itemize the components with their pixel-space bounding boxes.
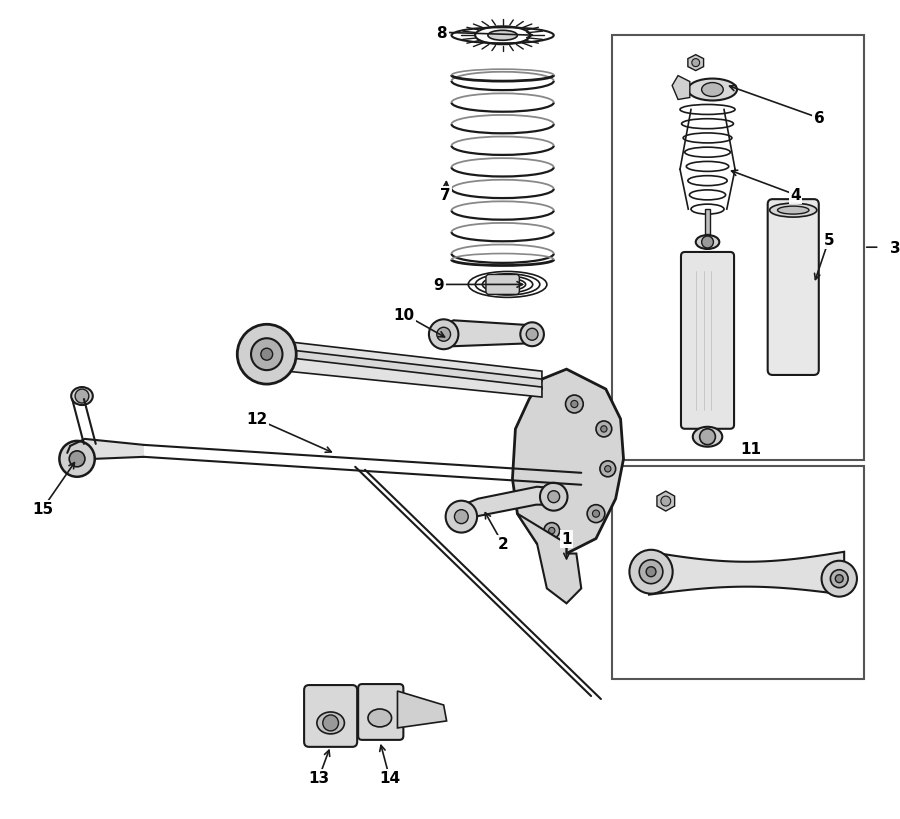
- Ellipse shape: [488, 31, 517, 41]
- FancyBboxPatch shape: [486, 275, 519, 295]
- Polygon shape: [266, 355, 542, 397]
- Polygon shape: [266, 340, 542, 382]
- Text: 13: 13: [309, 771, 329, 785]
- Text: 7: 7: [440, 188, 451, 203]
- Circle shape: [565, 396, 583, 414]
- Ellipse shape: [770, 204, 817, 218]
- Circle shape: [251, 339, 283, 371]
- Ellipse shape: [317, 712, 345, 734]
- Circle shape: [59, 441, 94, 477]
- Ellipse shape: [688, 79, 737, 102]
- Circle shape: [544, 523, 560, 539]
- Circle shape: [261, 349, 273, 360]
- Circle shape: [699, 429, 716, 446]
- Circle shape: [692, 60, 699, 67]
- Text: 9: 9: [434, 278, 444, 292]
- Text: 4: 4: [790, 188, 801, 203]
- Ellipse shape: [702, 84, 724, 97]
- Text: 1: 1: [562, 532, 572, 546]
- Circle shape: [540, 483, 568, 511]
- Circle shape: [831, 570, 848, 588]
- Polygon shape: [454, 487, 562, 525]
- Ellipse shape: [71, 387, 93, 405]
- Circle shape: [702, 237, 714, 249]
- Polygon shape: [398, 691, 446, 728]
- FancyBboxPatch shape: [681, 253, 734, 429]
- Ellipse shape: [693, 428, 723, 447]
- Circle shape: [661, 496, 670, 506]
- Circle shape: [75, 390, 89, 404]
- Circle shape: [454, 510, 468, 524]
- FancyBboxPatch shape: [768, 200, 819, 375]
- Circle shape: [436, 328, 451, 342]
- Text: 5: 5: [824, 233, 834, 248]
- Circle shape: [549, 527, 555, 534]
- Bar: [612, 467, 864, 679]
- Circle shape: [600, 426, 607, 432]
- Circle shape: [605, 466, 611, 473]
- Circle shape: [526, 329, 538, 341]
- Text: 15: 15: [32, 501, 53, 517]
- Polygon shape: [649, 552, 844, 595]
- FancyBboxPatch shape: [304, 686, 357, 747]
- Polygon shape: [512, 369, 624, 554]
- Text: 14: 14: [379, 771, 400, 785]
- Polygon shape: [657, 491, 675, 511]
- Text: 11: 11: [740, 441, 760, 456]
- Bar: [705, 210, 710, 235]
- Polygon shape: [85, 439, 144, 459]
- Bar: [612, 36, 864, 460]
- Circle shape: [600, 461, 616, 477]
- Circle shape: [429, 320, 458, 350]
- Text: 3: 3: [890, 241, 900, 256]
- Circle shape: [69, 451, 85, 467]
- Circle shape: [835, 575, 843, 583]
- Circle shape: [646, 567, 656, 577]
- Circle shape: [238, 325, 296, 385]
- Polygon shape: [688, 56, 704, 71]
- Circle shape: [822, 561, 857, 597]
- Circle shape: [596, 422, 612, 437]
- Polygon shape: [672, 76, 689, 101]
- Circle shape: [571, 401, 578, 408]
- Polygon shape: [444, 321, 532, 346]
- Circle shape: [446, 501, 477, 533]
- Text: 8: 8: [436, 25, 447, 41]
- Text: 12: 12: [247, 412, 267, 427]
- Circle shape: [323, 715, 338, 731]
- Circle shape: [587, 505, 605, 523]
- FancyBboxPatch shape: [358, 684, 403, 740]
- Text: 2: 2: [498, 536, 508, 551]
- Circle shape: [548, 491, 560, 503]
- Text: 6: 6: [814, 111, 824, 126]
- Circle shape: [592, 510, 599, 518]
- Polygon shape: [266, 348, 542, 390]
- Circle shape: [639, 560, 662, 584]
- Text: 10: 10: [394, 307, 415, 323]
- Ellipse shape: [368, 709, 392, 727]
- Polygon shape: [518, 514, 581, 604]
- Circle shape: [520, 323, 544, 346]
- Circle shape: [629, 550, 672, 594]
- Ellipse shape: [778, 207, 809, 215]
- Ellipse shape: [696, 236, 719, 250]
